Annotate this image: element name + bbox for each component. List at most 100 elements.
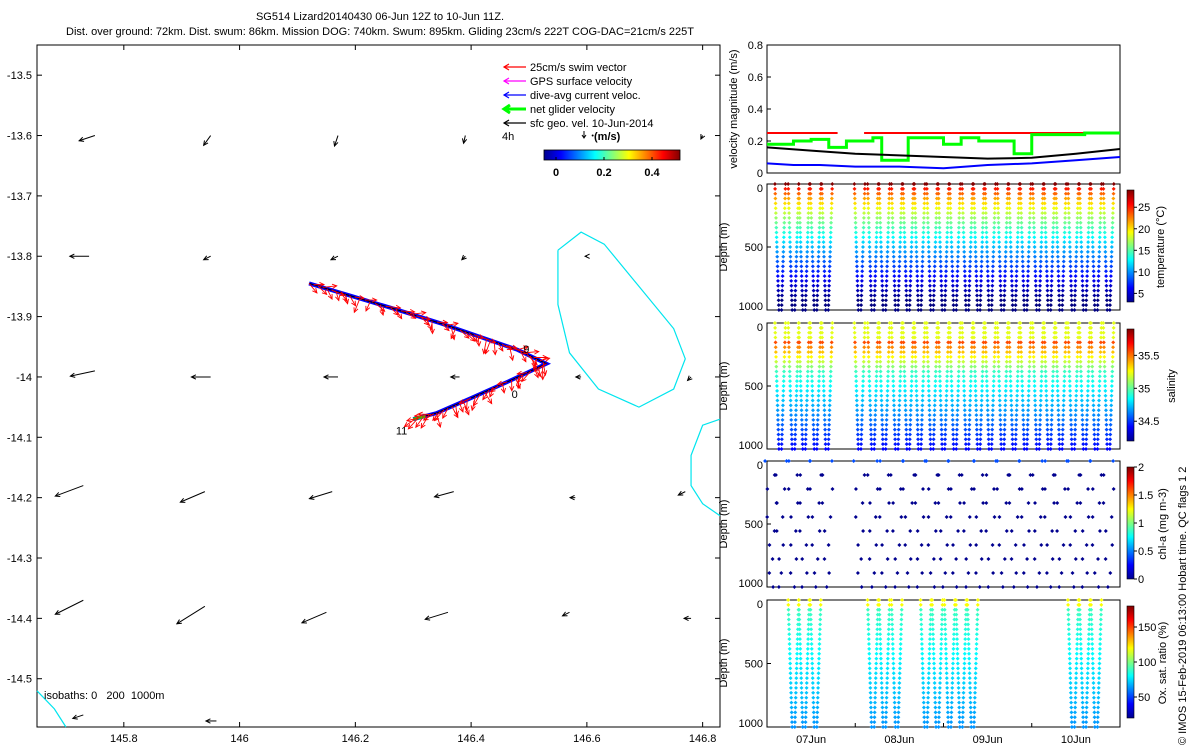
swim-vector bbox=[493, 341, 496, 355]
profile-sample bbox=[1008, 235, 1013, 240]
profile-sample bbox=[992, 230, 997, 235]
profile-sample bbox=[1074, 259, 1079, 264]
profile-sample bbox=[890, 211, 895, 216]
profile-sample bbox=[910, 211, 915, 216]
profile-sample bbox=[804, 274, 809, 279]
profile-sample bbox=[1015, 230, 1020, 235]
profile-sample bbox=[972, 211, 977, 216]
swim-vector bbox=[385, 305, 401, 309]
profile-sample bbox=[1019, 211, 1024, 216]
profile-sample bbox=[819, 182, 824, 186]
profile-sample bbox=[967, 293, 972, 298]
profile-sample bbox=[862, 182, 867, 186]
profile-sample bbox=[1050, 245, 1055, 249]
swim-vector bbox=[407, 417, 419, 430]
profile-sample bbox=[1043, 230, 1048, 235]
profile-sample bbox=[926, 245, 931, 249]
profile-sample bbox=[797, 330, 802, 335]
profile-sample bbox=[1067, 220, 1072, 225]
swim-vector bbox=[353, 298, 361, 313]
profile-sample bbox=[922, 350, 927, 355]
profile-sample bbox=[1061, 254, 1066, 259]
profile-sample bbox=[1027, 235, 1032, 240]
profile-sample bbox=[1010, 293, 1015, 298]
profile-sample bbox=[890, 230, 895, 235]
profile-sample bbox=[903, 413, 908, 418]
profile-sample bbox=[992, 201, 997, 206]
geo-vector-head bbox=[179, 498, 186, 503]
profile-sample bbox=[961, 235, 966, 240]
swim-vector-head bbox=[476, 341, 482, 347]
legend-down-arrowhead-icon bbox=[581, 134, 587, 139]
profile-sample bbox=[1043, 240, 1048, 245]
profile-sample bbox=[1101, 201, 1106, 206]
section-ytick-label: 0 bbox=[757, 460, 763, 472]
profile-sample bbox=[780, 413, 785, 418]
profile-sample bbox=[1089, 211, 1094, 216]
profile-sample bbox=[957, 220, 962, 225]
legend-units-label: (m/s) bbox=[594, 131, 621, 143]
profile-sample bbox=[1030, 182, 1035, 186]
profile-sample bbox=[1078, 220, 1083, 225]
profile-sample bbox=[1074, 235, 1079, 240]
velocity-series bbox=[766, 131, 1121, 170]
profile-sample bbox=[874, 240, 879, 245]
profile-sample bbox=[826, 432, 831, 437]
colorbar-tick-label: 5 bbox=[1138, 288, 1144, 300]
profile-sample bbox=[910, 350, 915, 355]
profile-sample bbox=[798, 220, 802, 225]
profile-sample bbox=[869, 293, 874, 298]
profile-sample bbox=[799, 254, 804, 259]
map-xtick-label: 146.8 bbox=[689, 733, 717, 745]
colorbar-tick-label: 1.5 bbox=[1138, 490, 1153, 502]
swim-vector-head bbox=[436, 421, 442, 428]
profile-sample bbox=[892, 274, 897, 279]
swim-vector-head bbox=[422, 415, 429, 421]
geo-vector bbox=[463, 135, 466, 144]
profile-sample bbox=[926, 235, 931, 240]
velocity-series-dac bbox=[766, 156, 1121, 170]
profile-sample bbox=[809, 235, 814, 240]
geo-vector-head bbox=[78, 136, 85, 142]
swim-vector-head bbox=[522, 349, 529, 355]
chla-cb-label: chl-a (mg m-3) bbox=[1157, 488, 1169, 560]
geo-vector-head bbox=[461, 254, 467, 261]
profile-sample bbox=[978, 293, 983, 298]
profile-sample bbox=[889, 330, 894, 335]
map-ytick-label: -14.2 bbox=[7, 493, 32, 505]
swim-vector bbox=[442, 407, 449, 419]
colorbar-tick-label: 0 bbox=[1138, 574, 1144, 586]
profile-sample bbox=[909, 393, 914, 398]
profile-sample bbox=[1110, 230, 1115, 235]
profile-sample bbox=[992, 211, 997, 216]
swim-vector bbox=[538, 367, 541, 377]
profile-sample bbox=[890, 201, 895, 206]
track-label: 9 bbox=[523, 344, 529, 356]
salinity-colorbar bbox=[1126, 328, 1135, 442]
swim-vector-head bbox=[395, 304, 402, 310]
profile-sample bbox=[904, 293, 909, 298]
profile-sample bbox=[1039, 235, 1044, 240]
profile-sample bbox=[1016, 211, 1021, 216]
profile-sample bbox=[1043, 211, 1048, 216]
chla-colorbar bbox=[1126, 466, 1135, 580]
profile-sample bbox=[775, 254, 780, 259]
profile-sample bbox=[1079, 240, 1084, 245]
profile-sample bbox=[861, 230, 866, 235]
geo-vector-head bbox=[54, 492, 61, 498]
swim-vector bbox=[482, 337, 496, 343]
profile-sample bbox=[997, 240, 1002, 245]
profile-sample bbox=[1078, 211, 1083, 216]
profile-sample bbox=[892, 413, 897, 418]
swim-vector-head bbox=[458, 406, 464, 413]
swim-vector-head bbox=[427, 324, 433, 331]
profile-sample bbox=[817, 240, 821, 245]
profile-sample bbox=[862, 211, 867, 216]
profile-sample bbox=[1008, 245, 1013, 249]
profile-sample bbox=[797, 201, 802, 206]
profile-sample bbox=[1079, 254, 1084, 259]
profile-sample bbox=[968, 235, 973, 240]
swim-vector bbox=[509, 347, 514, 361]
profile-sample bbox=[854, 245, 859, 249]
profile-sample bbox=[980, 235, 985, 240]
